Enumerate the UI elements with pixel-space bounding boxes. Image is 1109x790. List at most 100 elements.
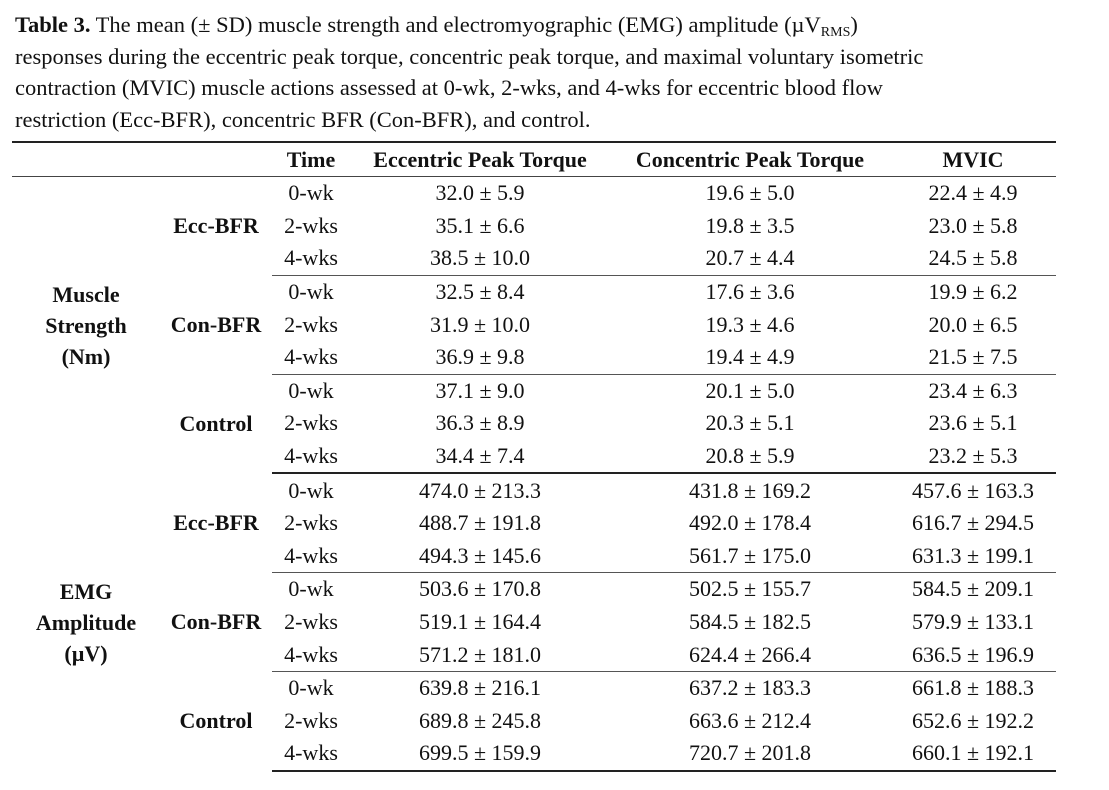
concentric-cell: 17.6 ± 3.6	[705, 279, 795, 305]
caption-text: The mean (± SD) muscle strength and elec…	[90, 12, 821, 37]
table-row: Control 0-wk 37.1 ± 9.0 20.1 ± 5.0 23.4 ± 6.…	[12, 374, 1056, 436]
eccentric-cell: 689.8 ± 245.8	[418, 707, 542, 733]
section-label: Muscle Strength (Nm)	[12, 177, 160, 474]
mvic-cell: 22.4 ± 4.9	[928, 180, 1018, 206]
caption-line-3: contraction (MVIC) muscle actions assess…	[15, 75, 883, 100]
group-label: Control	[179, 708, 253, 734]
eccentric-cell: 474.0 ± 213.3	[418, 477, 542, 503]
concentric-cell: 20.3 ± 5.1	[705, 410, 795, 436]
table-caption: Table 3. The mean (± SD) muscle strength…	[15, 9, 923, 135]
eccentric-cell: 639.8 ± 216.1	[418, 675, 542, 701]
concentric-cell: 20.1 ± 5.0	[705, 377, 795, 403]
section-label-line: Amplitude	[35, 609, 137, 635]
table-row: 4-wks 36.9 ± 9.8 19.4 ± 4.9 21.5 ± 7.5	[12, 340, 1056, 375]
mvic-cell: 23.2 ± 5.3	[890, 439, 1056, 475]
mvic-cell: 636.5 ± 196.9	[890, 638, 1056, 672]
concentric-cell: 584.5 ± 182.5	[688, 609, 812, 635]
eccentric-cell: 488.7 ± 191.8	[418, 510, 542, 536]
eccentric-cell: 519.1 ± 164.4	[418, 609, 542, 635]
header-mvic: MVIC	[890, 141, 1056, 177]
time-cell: 2-wks	[284, 707, 338, 733]
caption-subscript: RMS	[820, 25, 851, 40]
eccentric-cell: 32.0 ± 5.9	[435, 180, 525, 206]
table-row: 4-wks 494.3 ± 145.6 561.7 ± 175.0 631.3 ± 1…	[12, 539, 1056, 574]
table-row: 2-wks 488.7 ± 191.8 492.0 ± 178.4 616.7 ± 2…	[12, 507, 1056, 540]
table-row: 4-wks 34.4 ± 7.4 20.8 ± 5.9 23.2 ± 5.3	[12, 439, 1056, 475]
time-cell: 2-wks	[284, 609, 338, 635]
concentric-cell: 431.8 ± 169.2	[688, 477, 812, 503]
concentric-cell: 720.7 ± 201.8	[610, 737, 890, 772]
table-row: 2-wks 689.8 ± 245.8 663.6 ± 212.4 652.6 ± 1…	[12, 705, 1056, 738]
time-cell: 4-wks	[272, 539, 350, 574]
group-label: Control	[179, 410, 253, 436]
time-cell: 2-wks	[284, 311, 338, 337]
mvic-cell: 20.0 ± 6.5	[928, 311, 1018, 337]
mvic-cell: 23.4 ± 6.3	[928, 377, 1018, 403]
table-row: 4-wks 38.5 ± 10.0 20.7 ± 4.4 24.5 ± 5.8	[12, 242, 1056, 276]
concentric-cell: 19.8 ± 3.5	[705, 212, 795, 238]
concentric-cell: 637.2 ± 183.3	[688, 675, 812, 701]
table-body: Muscle Strength (Nm) Ecc-BFR 0-wk 32.0 ± 5.9 1…	[12, 177, 1056, 772]
table-row: EMG Amplitude (µV) Ecc-BFR 0-wk 474.0 ± 213.3…	[12, 473, 1056, 666]
group-label: Con-BFR	[170, 609, 262, 635]
time-cell: 4-wks	[272, 638, 350, 672]
time-cell: 4-wks	[272, 737, 350, 772]
eccentric-cell: 699.5 ± 159.9	[350, 737, 610, 772]
time-cell: 4-wks	[272, 439, 350, 475]
time-cell: 2-wks	[284, 510, 338, 536]
mvic-cell: 584.5 ± 209.1	[911, 576, 1035, 602]
table-row: 2-wks 35.1 ± 6.6 19.8 ± 3.5 23.0 ± 5.8	[12, 210, 1056, 243]
group-label: Con-BFR	[170, 311, 262, 337]
group-label: Ecc-BFR	[173, 509, 259, 535]
section-label-line: (Nm)	[61, 343, 111, 369]
time-cell: 2-wks	[284, 410, 338, 436]
header-cell	[12, 141, 160, 177]
table-row: Con-BFR 0-wk 32.5 ± 8.4 17.6 ± 3.6 19.9 ± 6.…	[12, 275, 1056, 337]
header-time: Time	[272, 141, 350, 177]
table-row: 2-wks 31.9 ± 10.0 19.3 ± 4.6 20.0 ± 6.5	[12, 308, 1056, 341]
section-label-line: Muscle	[52, 281, 120, 307]
table-row: 4-wks 699.5 ± 159.9 720.7 ± 201.8 660.1 ± 1…	[12, 737, 1056, 772]
caption-line-2: responses during the eccentric peak torq…	[15, 43, 924, 69]
caption-line-1: Table 3. The mean (± SD) muscle strength…	[15, 9, 923, 41]
concentric-cell: 20.8 ± 5.9	[610, 439, 890, 475]
eccentric-cell: 571.2 ± 181.0	[350, 638, 610, 672]
table-row: Muscle Strength (Nm) Ecc-BFR 0-wk 32.0 ± 5.9 1…	[12, 177, 1056, 368]
concentric-cell: 624.4 ± 266.4	[610, 638, 890, 672]
group-label: Ecc-BFR	[173, 213, 259, 239]
concentric-cell: 20.7 ± 4.4	[610, 242, 890, 276]
table-row: Control 0-wk 639.8 ± 216.1 637.2 ± 183.3 661…	[12, 671, 1056, 733]
section-label-line: EMG	[59, 578, 113, 604]
time-cell: 0-wk	[288, 279, 334, 305]
concentric-cell: 19.4 ± 4.9	[610, 340, 890, 375]
mvic-cell: 660.1 ± 192.1	[890, 737, 1056, 772]
eccentric-cell: 32.5 ± 8.4	[435, 279, 525, 305]
data-table: Time Eccentric Peak Torque Concentric Pe…	[12, 141, 1056, 772]
mvic-cell: 661.8 ± 188.3	[911, 675, 1035, 701]
eccentric-cell: 503.6 ± 170.8	[418, 576, 542, 602]
table-label: Table 3.	[15, 12, 91, 37]
concentric-cell: 492.0 ± 178.4	[688, 510, 812, 536]
header-row: Time Eccentric Peak Torque Concentric Pe…	[12, 141, 1056, 177]
eccentric-cell: 37.1 ± 9.0	[435, 377, 525, 403]
mvic-cell: 23.0 ± 5.8	[928, 212, 1018, 238]
eccentric-cell: 31.9 ± 10.0	[429, 311, 531, 337]
table-row: 4-wks 571.2 ± 181.0 624.4 ± 266.4 636.5 ± 1…	[12, 638, 1056, 672]
mvic-cell: 579.9 ± 133.1	[911, 609, 1035, 635]
section-label-line: (µV)	[64, 640, 108, 666]
mvic-cell: 616.7 ± 294.5	[911, 510, 1035, 536]
mvic-cell: 457.6 ± 163.3	[911, 477, 1035, 503]
mvic-cell: 23.6 ± 5.1	[928, 410, 1018, 436]
caption-line-4: restriction (Ecc-BFR), concentric BFR (C…	[15, 106, 591, 132]
mvic-cell: 631.3 ± 199.1	[890, 539, 1056, 574]
header-eccentric: Eccentric Peak Torque	[350, 141, 610, 177]
header-concentric: Concentric Peak Torque	[610, 141, 890, 177]
eccentric-cell: 34.4 ± 7.4	[350, 439, 610, 475]
header-cell	[160, 141, 272, 177]
time-cell: 4-wks	[272, 242, 350, 276]
concentric-cell: 19.6 ± 5.0	[705, 180, 795, 206]
caption-text: )	[850, 12, 858, 37]
eccentric-cell: 35.1 ± 6.6	[435, 212, 525, 238]
time-cell: 0-wk	[288, 477, 334, 503]
concentric-cell: 561.7 ± 175.0	[610, 539, 890, 574]
